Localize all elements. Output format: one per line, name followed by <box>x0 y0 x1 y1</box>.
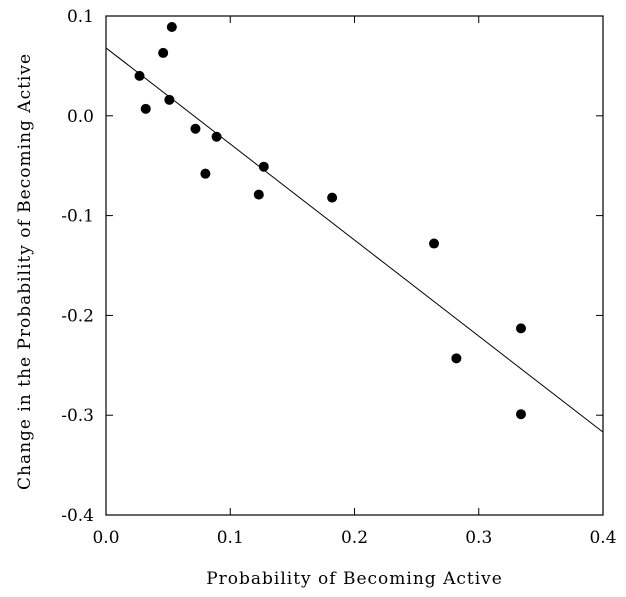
trend-line <box>105 47 604 433</box>
data-point <box>253 189 264 200</box>
data-point <box>451 353 462 364</box>
data-points <box>134 21 526 420</box>
y-tick-label: -0.4 <box>61 506 94 526</box>
y-tick-label: 0.0 <box>67 107 94 127</box>
data-point <box>140 103 151 114</box>
y-tick-label: -0.2 <box>61 306 94 326</box>
data-point <box>164 94 175 105</box>
data-point <box>200 168 211 179</box>
x-tick-label: 0.2 <box>341 528 368 548</box>
data-point <box>190 123 201 134</box>
y-axis-ticks <box>106 15 603 516</box>
x-axis-title: Probability of Becoming Active <box>206 569 503 589</box>
data-point <box>134 70 145 81</box>
y-tick-label: -0.3 <box>61 406 94 426</box>
y-tick-label: -0.1 <box>61 207 94 227</box>
x-axis-tick-labels: 0.0 0.1 0.2 0.3 0.4 <box>92 528 616 548</box>
y-tick-label: 0.1 <box>67 7 94 27</box>
y-axis-tick-labels: 0.1 0.0 -0.1 -0.2 -0.3 -0.4 <box>61 7 94 526</box>
plot-frame <box>105 15 604 516</box>
data-point <box>158 47 169 58</box>
data-point <box>166 21 177 32</box>
x-tick-label: 0.3 <box>465 528 492 548</box>
y-axis-title: Change in the Probability of Becoming Ac… <box>15 53 35 490</box>
data-point <box>515 409 526 420</box>
x-tick-label: 0.1 <box>217 528 244 548</box>
x-axis-ticks <box>105 16 604 515</box>
data-point <box>258 161 269 172</box>
data-point <box>515 323 526 334</box>
data-point <box>327 192 338 203</box>
x-tick-label: 0.0 <box>92 528 119 548</box>
data-point <box>211 131 222 142</box>
x-tick-label: 0.4 <box>589 528 616 548</box>
data-point <box>429 238 440 249</box>
